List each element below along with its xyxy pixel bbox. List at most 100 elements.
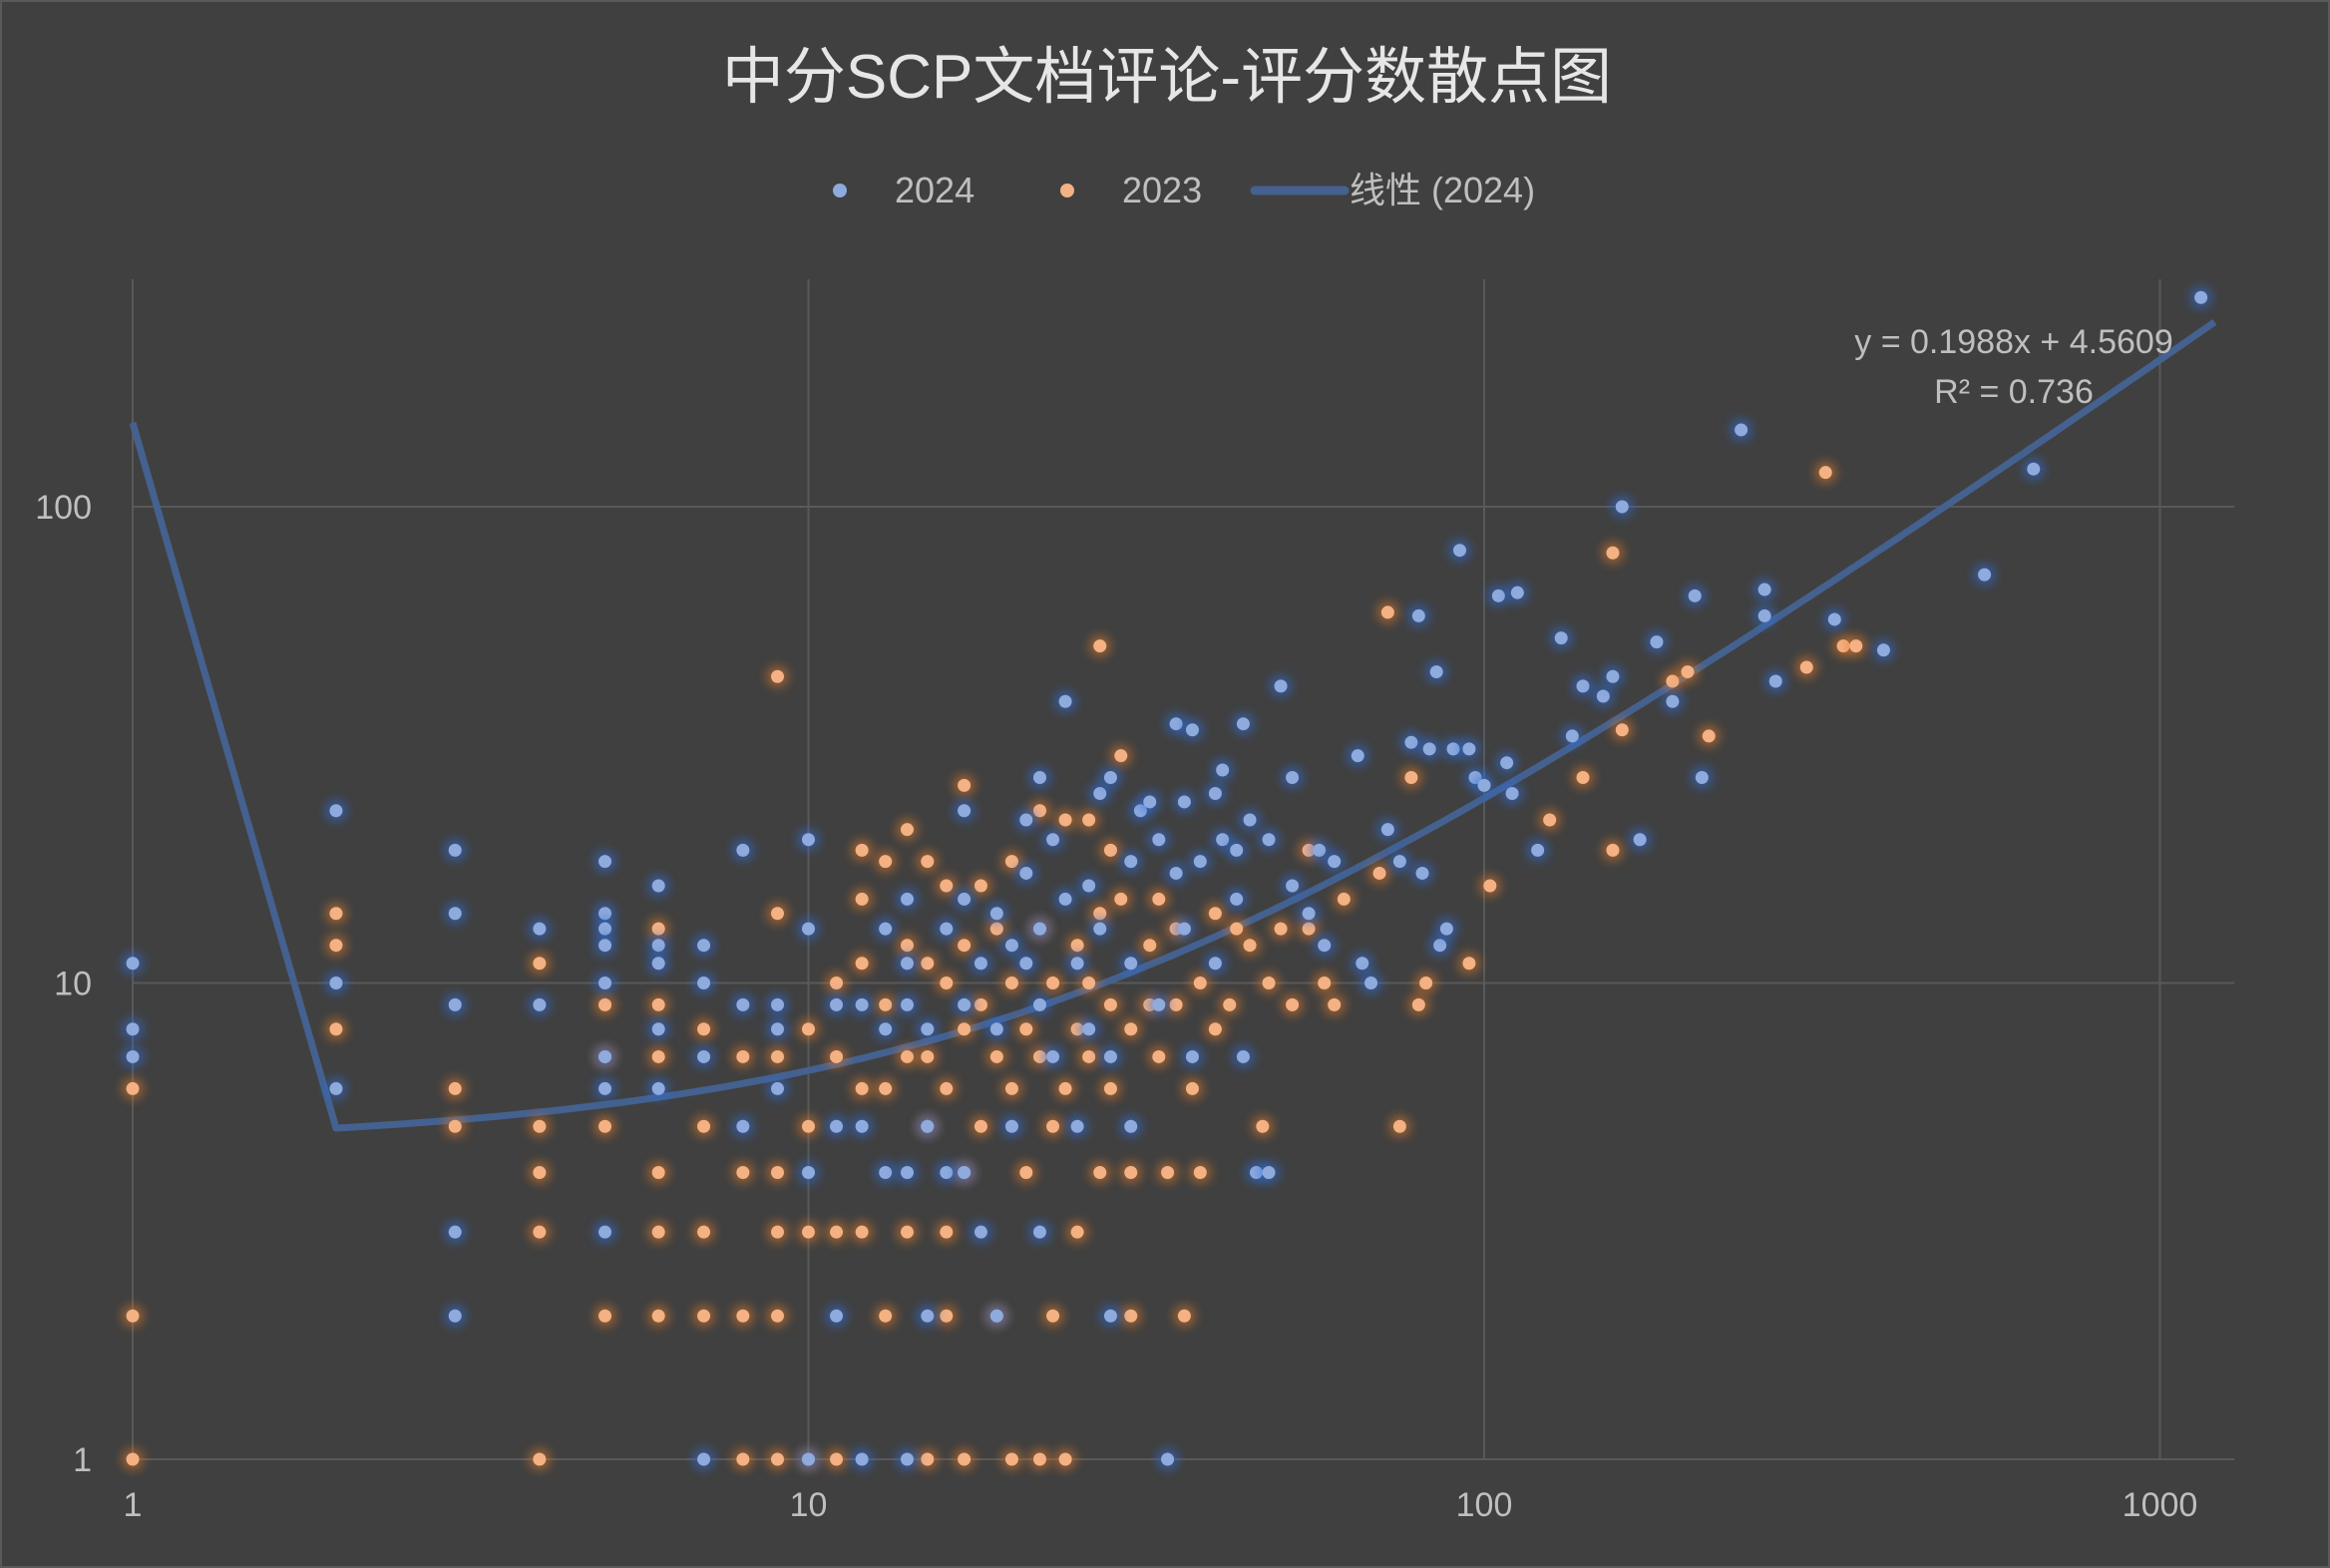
- data-point-2024: [1666, 694, 1680, 708]
- data-point-2023: [1392, 1119, 1406, 1133]
- data-point-2023: [697, 1309, 711, 1323]
- data-point-2023: [1606, 546, 1620, 560]
- data-point-2023: [533, 1452, 547, 1466]
- data-point-2024: [1439, 922, 1453, 936]
- data-point-2024: [598, 1081, 612, 1095]
- data-point-2023: [1093, 1166, 1107, 1180]
- data-point-2023: [1274, 922, 1288, 936]
- data-point-2023: [598, 1309, 612, 1323]
- data-point-2024: [2194, 290, 2208, 304]
- data-point-2024: [448, 843, 462, 857]
- data-point-2023: [1286, 997, 1300, 1011]
- data-point-2024: [921, 1022, 935, 1036]
- data-point-2023: [1004, 1452, 1018, 1466]
- data-point-2023: [1124, 1309, 1138, 1323]
- legend-label-2023: 2023: [1122, 170, 1202, 210]
- data-point-2023: [901, 939, 915, 953]
- data-point-2023: [1082, 977, 1096, 989]
- data-point-2024: [802, 922, 815, 936]
- data-point-2024: [802, 1166, 815, 1180]
- data-point-2024: [901, 957, 915, 971]
- data-point-2023: [879, 997, 893, 1011]
- data-point-2024: [1615, 500, 1629, 514]
- data-point-2023: [901, 1225, 915, 1239]
- data-point-2023: [1702, 729, 1716, 743]
- data-point-2024: [448, 997, 462, 1011]
- data-point-2023: [855, 1081, 869, 1095]
- data-point-2024: [329, 804, 343, 818]
- data-point-2024: [1032, 997, 1046, 1011]
- data-point-2023: [697, 1119, 711, 1133]
- data-point-2024: [448, 1309, 462, 1323]
- y-tick-label: 100: [35, 489, 92, 527]
- data-point-2024: [1004, 939, 1018, 953]
- data-point-2024: [855, 1452, 869, 1466]
- data-point-2023: [802, 1022, 815, 1036]
- data-point-2024: [1688, 588, 1702, 602]
- x-tick-label: 100: [1456, 1486, 1513, 1524]
- data-point-2024: [1318, 939, 1332, 953]
- data-point-2024: [651, 879, 665, 893]
- data-point-2023: [1103, 843, 1117, 857]
- data-point-2024: [1152, 997, 1166, 1011]
- data-point-2023: [1032, 1452, 1046, 1466]
- data-point-2024: [1032, 771, 1046, 785]
- data-point-2024: [901, 1166, 915, 1180]
- data-point-2024: [1152, 833, 1166, 847]
- data-point-2024: [1452, 544, 1466, 558]
- data-point-2023: [1576, 771, 1590, 785]
- data-point-2024: [651, 939, 665, 953]
- data-point-2024: [940, 1166, 954, 1180]
- data-point-2024: [1262, 833, 1276, 847]
- data-point-2024: [940, 922, 954, 936]
- data-point-2024: [1103, 1049, 1117, 1063]
- data-point-2023: [830, 1225, 844, 1239]
- data-point-2024: [736, 997, 750, 1011]
- x-tick-label: 1000: [2123, 1486, 2198, 1524]
- data-point-2024: [989, 907, 1003, 921]
- data-point-2024: [1103, 1309, 1117, 1323]
- data-point-2023: [1208, 907, 1222, 921]
- data-point-2023: [830, 1452, 844, 1466]
- data-point-2023: [921, 1452, 935, 1466]
- data-point-2024: [697, 1452, 711, 1466]
- data-point-2024: [1124, 855, 1138, 869]
- data-point-2023: [1818, 466, 1832, 480]
- data-point-2024: [598, 1049, 612, 1063]
- data-point-2024: [598, 855, 612, 869]
- data-point-2024: [1565, 729, 1579, 743]
- data-point-2024: [1392, 855, 1406, 869]
- data-point-2024: [770, 1022, 784, 1036]
- data-point-2024: [879, 1022, 893, 1036]
- data-point-2023: [1462, 957, 1476, 971]
- data-point-2024: [1262, 1166, 1276, 1180]
- data-point-2023: [1058, 1081, 1072, 1095]
- data-point-2024: [651, 1081, 665, 1095]
- data-point-2023: [1046, 1119, 1060, 1133]
- data-point-2023: [329, 907, 343, 921]
- data-point-2023: [1070, 939, 1084, 953]
- data-point-2023: [651, 1049, 665, 1063]
- data-point-2023: [329, 939, 343, 953]
- data-point-2023: [770, 1166, 784, 1180]
- data-point-2024: [1422, 742, 1436, 756]
- data-point-2023: [1058, 813, 1072, 827]
- data-point-2023: [1208, 1022, 1222, 1036]
- data-point-2024: [770, 1081, 784, 1095]
- data-point-2023: [533, 957, 547, 971]
- data-point-2023: [126, 1309, 140, 1323]
- data-point-2023: [1004, 977, 1018, 989]
- data-point-2023: [855, 843, 869, 857]
- data-point-2023: [1606, 843, 1620, 857]
- data-point-2024: [1462, 742, 1476, 756]
- data-point-2024: [1286, 879, 1300, 893]
- data-point-2024: [1185, 723, 1199, 737]
- data-point-2023: [1114, 892, 1128, 906]
- data-point-2024: [921, 1119, 935, 1133]
- data-point-2024: [1876, 643, 1890, 657]
- data-point-2024: [1070, 957, 1084, 971]
- data-point-2023: [1046, 977, 1060, 989]
- data-point-2023: [940, 1309, 954, 1323]
- data-point-2023: [736, 1452, 750, 1466]
